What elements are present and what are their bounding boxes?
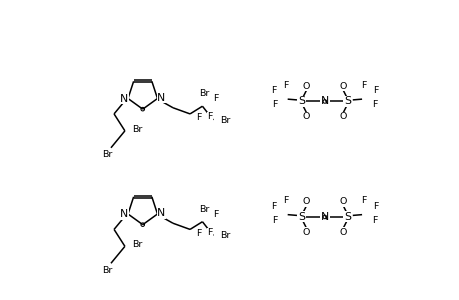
Text: O: O [339, 228, 347, 237]
Text: O: O [339, 82, 347, 91]
Text: F: F [283, 81, 288, 90]
Text: F: F [207, 228, 213, 237]
Text: N: N [120, 94, 128, 103]
Text: Br: Br [132, 125, 142, 134]
Text: F: F [196, 229, 201, 238]
Text: N: N [157, 208, 165, 218]
Text: F: F [283, 196, 288, 205]
Text: F: F [360, 81, 365, 90]
Text: F: F [270, 86, 276, 95]
Text: S: S [344, 96, 351, 106]
Text: Br: Br [198, 205, 209, 214]
Text: F: F [373, 202, 378, 211]
Text: S: S [297, 96, 304, 106]
Text: F: F [271, 215, 277, 224]
Text: N: N [120, 209, 128, 219]
Text: Br: Br [198, 89, 209, 98]
Text: Br: Br [102, 150, 112, 159]
Text: F: F [270, 202, 276, 211]
Text: O: O [339, 197, 347, 206]
Text: Br: Br [220, 231, 230, 240]
Text: F: F [271, 100, 277, 109]
Text: F: F [196, 113, 201, 122]
Text: O: O [302, 82, 309, 91]
Text: F: F [213, 94, 218, 103]
Text: S: S [344, 212, 351, 222]
Text: S: S [297, 212, 304, 222]
Text: F: F [207, 112, 213, 122]
Text: O: O [302, 112, 309, 121]
Text: F: F [373, 86, 378, 95]
Text: Br: Br [220, 116, 230, 124]
Text: N: N [157, 93, 165, 103]
Text: N: N [320, 96, 328, 106]
Text: F: F [372, 215, 377, 224]
Text: O: O [302, 228, 309, 237]
Text: F: F [360, 196, 365, 205]
Text: Br: Br [102, 266, 112, 275]
Text: F: F [213, 209, 218, 218]
Text: F: F [372, 100, 377, 109]
Text: Br: Br [132, 240, 142, 249]
Text: O: O [302, 197, 309, 206]
Text: N: N [320, 212, 328, 222]
Text: O: O [339, 112, 347, 121]
